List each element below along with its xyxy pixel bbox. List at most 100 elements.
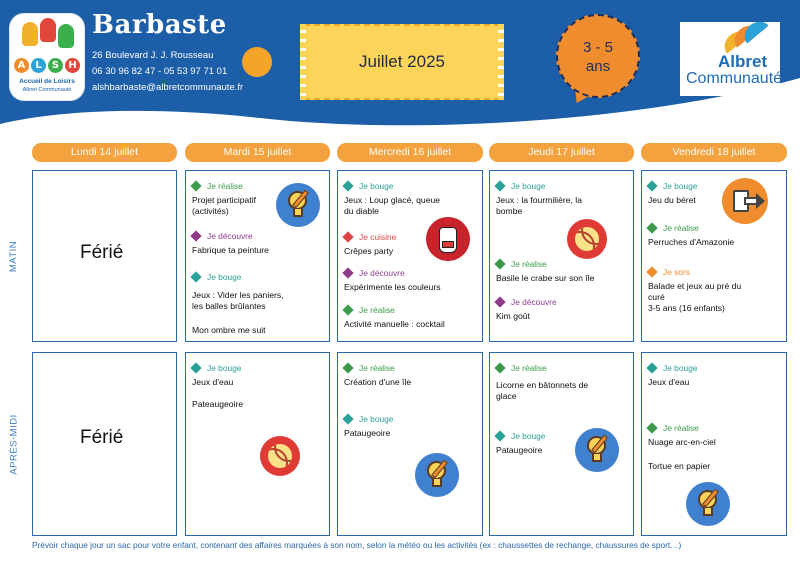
activity: Je réalise Perruches d'Amazonie <box>646 222 782 248</box>
diamond-icon <box>494 362 506 374</box>
alsh-letter: L <box>31 58 46 73</box>
diamond-icon <box>190 271 202 283</box>
sun-icon <box>242 47 272 77</box>
activity-tag: Je cuisine <box>342 231 432 243</box>
cell-monday-afternoon <box>32 352 177 536</box>
activity: Je réalise Nuage arc-en-ciel <box>646 422 782 448</box>
day-header-friday: Vendredi 18 juillet <box>641 143 787 162</box>
activity: Je réalise Activité manuelle : cocktail <box>342 304 478 330</box>
ferie-label-afternoon: Férié <box>80 427 124 448</box>
activity-tag: Je réalise <box>646 422 782 434</box>
activity: Je sors Balade et jeux au pré du curé 3-5 … <box>646 266 782 314</box>
activity-tag: Je réalise <box>342 362 478 374</box>
activity-tag: Je bouge <box>190 362 310 374</box>
diamond-icon <box>494 430 506 442</box>
activity-desc: Nuage arc-en-ciel <box>648 437 716 447</box>
tag-label: Je découvre <box>207 231 253 241</box>
activity-desc: Balade et jeux au pré du curé 3-5 ans (16 … <box>648 281 742 313</box>
activity-tag: Je bouge <box>494 180 614 192</box>
activity-desc: Jeu du béret <box>648 195 696 205</box>
activity-desc: Jeux : la fourmilière, la bombe <box>496 195 582 216</box>
activity: Je réalise Basile le crabe sur son île <box>494 258 630 284</box>
activity-desc: Crêpes party <box>344 246 394 256</box>
cell-wednesday-afternoon <box>337 352 483 536</box>
diamond-icon <box>190 180 202 192</box>
activity-tag: Je bouge <box>494 430 574 442</box>
tag-label: Je réalise <box>207 181 243 191</box>
albret-logo-line1: Albret <box>718 52 768 71</box>
activity-desc: Pataugeoire <box>496 445 543 455</box>
activity-desc: Basile le crabe sur son île <box>496 273 595 283</box>
tag-label: Je découvre <box>359 268 405 278</box>
diamond-icon <box>342 304 354 316</box>
activity: Je réalise Projet participatif (activités… <box>190 180 310 217</box>
activity: Je bouge Jeux d'eau <box>646 362 782 388</box>
email[interactable]: alshbarbaste@albretcommunaute.fr <box>92 82 244 93</box>
diamond-icon <box>342 362 354 374</box>
row-label-afternoon: APRÈS-MIDI <box>8 413 20 475</box>
ferie-label-morning: Férié <box>80 242 124 263</box>
address: 26 Boulevard J. J. Rousseau <box>92 50 214 61</box>
activity-tag: Je réalise <box>646 222 782 234</box>
cell-thursday-morning <box>489 170 634 342</box>
diamond-icon <box>494 258 506 270</box>
phone-numbers: 06 30 96 82 47 - 05 53 97 71 01 <box>92 66 228 77</box>
activity-desc: Tortue en papier <box>648 461 711 471</box>
activity-desc: Pateaugeoire <box>192 399 244 409</box>
activity: Je découvre Fabrique ta peinture <box>190 230 325 256</box>
activity-tag: Je bouge <box>646 180 726 192</box>
activity-tag: Je découvre <box>494 296 630 308</box>
site-name: Barbaste <box>92 10 227 40</box>
activity-tag: Je découvre <box>342 267 478 279</box>
day-header-thursday: Jeudi 17 juillet <box>489 143 634 162</box>
activity: Je réalise Licorne en bâtonnets de glace <box>494 362 630 402</box>
activity-desc: Kim goût <box>496 311 530 321</box>
volleyball-icon <box>567 219 607 259</box>
activity-tag: Je bouge <box>190 271 325 283</box>
tag-label: Je bouge <box>359 414 394 424</box>
activity-desc: Expérimente les couleurs <box>344 282 441 292</box>
activity: Je bouge Jeux : Vider les paniers, les ba… <box>190 271 325 312</box>
activity-desc: Projet participatif (activités) <box>192 195 257 216</box>
activity-desc: Perruches d'Amazonie <box>648 237 735 247</box>
age-range: 3 - 5 <box>582 39 613 56</box>
alsh-letter: A <box>14 58 29 73</box>
lightbulb-icon <box>575 428 619 472</box>
tag-label: Je bouge <box>207 363 242 373</box>
day-header-monday: Lundi 14 juillet <box>32 143 177 162</box>
diamond-icon <box>646 222 658 234</box>
activity-desc: Jeux : Loup glacé, queue du diable <box>344 195 441 216</box>
activity-desc: Jeux d'eau <box>648 377 690 387</box>
diamond-icon <box>494 180 506 192</box>
day-header-tuesday: Mardi 15 juillet <box>185 143 330 162</box>
tag-label: Je bouge <box>663 181 698 191</box>
diamond-icon <box>190 230 202 242</box>
activity-desc: Jeux d'eau <box>192 377 234 387</box>
diamond-icon <box>190 362 202 374</box>
diamond-icon <box>494 296 506 308</box>
tag-label: Je bouge <box>511 431 546 441</box>
activity-tag: Je découvre <box>190 230 325 242</box>
lightbulb-icon <box>276 183 320 227</box>
lightbulb-icon <box>686 482 730 526</box>
alsh-logo-line1: Accueil de Loisirs <box>19 78 75 85</box>
albret-logo-line2: Communauté <box>686 70 783 87</box>
tag-label: Je bouge <box>359 181 394 191</box>
alsh-logo-line2: Albret Communauté <box>22 87 72 93</box>
activity-tag: Je bouge <box>646 362 782 374</box>
activity: Je découvre Kim goût <box>494 296 630 322</box>
activity: Je bouge Jeu du béret <box>646 180 726 206</box>
tag-label: Je sors <box>663 267 690 277</box>
lightbulb-icon <box>415 453 459 497</box>
contact-block: 26 Boulevard J. J. Rousseau 06 30 96 82 … <box>92 48 243 96</box>
age-unit: ans <box>585 58 611 75</box>
age-bubble: 3 - 5 ans <box>556 14 640 98</box>
diamond-icon <box>646 422 658 434</box>
diamond-icon <box>342 267 354 279</box>
cell-monday-morning <box>32 170 177 342</box>
tag-label: Je réalise <box>663 223 699 233</box>
activity-tag: Je réalise <box>494 362 630 374</box>
tag-label: Je cuisine <box>359 232 397 242</box>
exit-door-icon <box>722 178 768 224</box>
activity-tag: Je bouge <box>342 413 478 425</box>
